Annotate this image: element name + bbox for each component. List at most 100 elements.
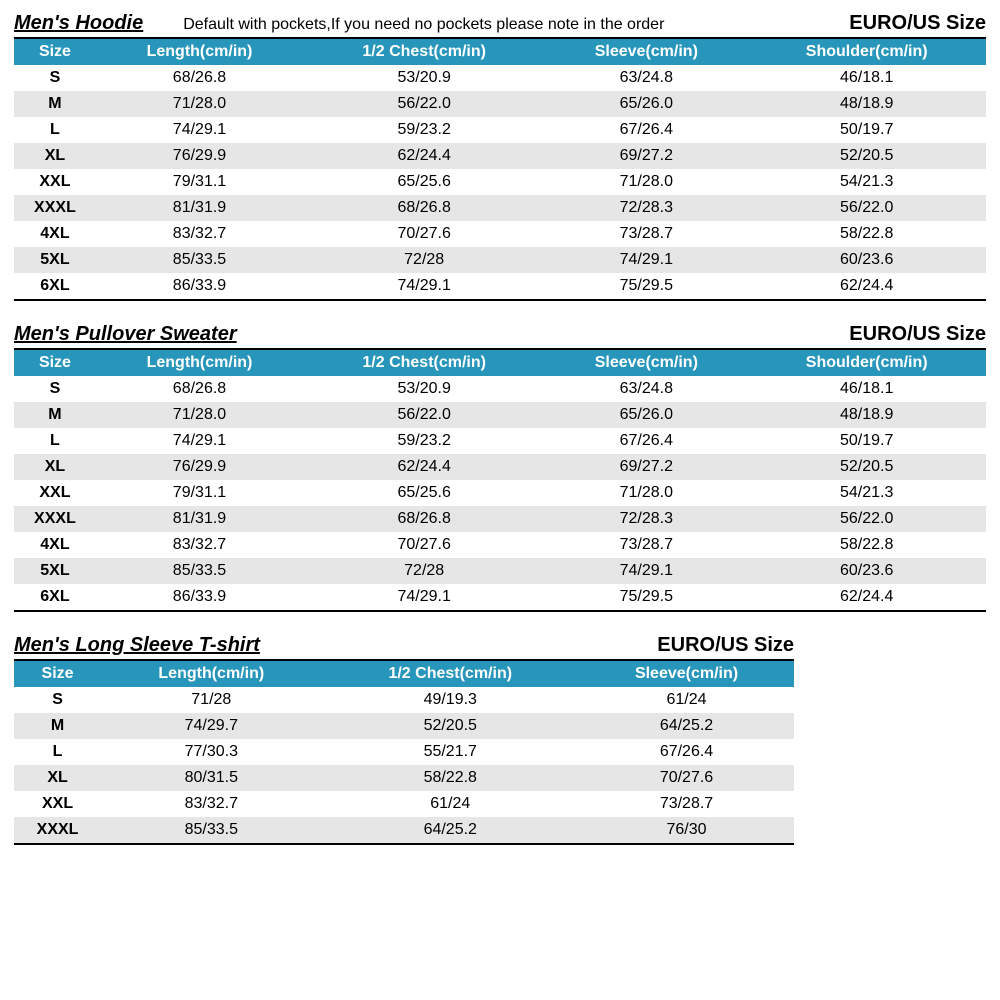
measure-cell: 75/29.5 <box>545 273 747 300</box>
measure-cell: 62/24.4 <box>747 273 986 300</box>
measure-cell: 70/27.6 <box>303 532 545 558</box>
measure-cell: 56/22.0 <box>747 195 986 221</box>
measure-cell: 53/20.9 <box>303 376 545 402</box>
size-cell: L <box>14 428 96 454</box>
column-header: Length(cm/in) <box>96 350 303 376</box>
measure-cell: 74/29.1 <box>96 117 303 143</box>
measure-cell: 72/28.3 <box>545 506 747 532</box>
measure-cell: 64/25.2 <box>321 817 579 844</box>
measure-cell: 71/28.0 <box>545 169 747 195</box>
measure-cell: 54/21.3 <box>747 480 986 506</box>
size-cell: XXXL <box>14 506 96 532</box>
size-cell: S <box>14 65 96 91</box>
table-row: S68/26.853/20.963/24.846/18.1 <box>14 65 986 91</box>
measure-cell: 46/18.1 <box>747 65 986 91</box>
size-cell: 6XL <box>14 584 96 611</box>
section-header: Men's Long Sleeve T-shirtEURO/US Size <box>14 634 794 661</box>
measure-cell: 74/29.1 <box>96 428 303 454</box>
measure-cell: 46/18.1 <box>747 376 986 402</box>
column-header: Sleeve(cm/in) <box>579 661 794 687</box>
table-row: S71/2849/19.361/24 <box>14 687 794 713</box>
table-row: 6XL86/33.974/29.175/29.562/24.4 <box>14 584 986 611</box>
column-header: 1/2 Chest(cm/in) <box>303 350 545 376</box>
table-row: S68/26.853/20.963/24.846/18.1 <box>14 376 986 402</box>
table-row: XXL79/31.165/25.671/28.054/21.3 <box>14 169 986 195</box>
column-header: Sleeve(cm/in) <box>545 350 747 376</box>
table-row: XL80/31.558/22.870/27.6 <box>14 765 794 791</box>
measure-cell: 65/25.6 <box>303 480 545 506</box>
measure-cell: 65/26.0 <box>545 402 747 428</box>
measure-cell: 60/23.6 <box>747 558 986 584</box>
measure-cell: 61/24 <box>579 687 794 713</box>
size-cell: XL <box>14 143 96 169</box>
column-header: Length(cm/in) <box>101 661 321 687</box>
measure-cell: 72/28 <box>303 558 545 584</box>
table-row: 5XL85/33.572/2874/29.160/23.6 <box>14 558 986 584</box>
measure-cell: 60/23.6 <box>747 247 986 273</box>
measure-cell: 71/28.0 <box>545 480 747 506</box>
column-header: Size <box>14 661 101 687</box>
table-row: L74/29.159/23.267/26.450/19.7 <box>14 117 986 143</box>
measure-cell: 58/22.8 <box>747 221 986 247</box>
measure-cell: 72/28.3 <box>545 195 747 221</box>
measure-cell: 86/33.9 <box>96 273 303 300</box>
section-header: Men's HoodieDefault with pockets,If you … <box>14 12 986 39</box>
table-row: L77/30.355/21.767/26.4 <box>14 739 794 765</box>
size-cell: XL <box>14 454 96 480</box>
measure-cell: 56/22.0 <box>747 506 986 532</box>
column-header: 1/2 Chest(cm/in) <box>303 39 545 65</box>
size-system-label: EURO/US Size <box>849 12 986 35</box>
measure-cell: 79/31.1 <box>96 169 303 195</box>
measure-cell: 52/20.5 <box>747 454 986 480</box>
measure-cell: 62/24.4 <box>747 584 986 611</box>
measure-cell: 65/26.0 <box>545 91 747 117</box>
measure-cell: 73/28.7 <box>545 532 747 558</box>
measure-cell: 67/26.4 <box>545 117 747 143</box>
section-header: Men's Pullover SweaterEURO/US Size <box>14 323 986 350</box>
measure-cell: 63/24.8 <box>545 65 747 91</box>
size-cell: M <box>14 91 96 117</box>
table-row: XL76/29.962/24.469/27.252/20.5 <box>14 454 986 480</box>
measure-cell: 62/24.4 <box>303 454 545 480</box>
size-cell: 6XL <box>14 273 96 300</box>
size-cell: M <box>14 713 101 739</box>
size-system-label: EURO/US Size <box>657 634 794 657</box>
size-table: SizeLength(cm/in)1/2 Chest(cm/in)Sleeve(… <box>14 39 986 301</box>
measure-cell: 85/33.5 <box>96 558 303 584</box>
measure-cell: 81/31.9 <box>96 195 303 221</box>
measure-cell: 56/22.0 <box>303 91 545 117</box>
table-row: XXL79/31.165/25.671/28.054/21.3 <box>14 480 986 506</box>
measure-cell: 54/21.3 <box>747 169 986 195</box>
measure-cell: 77/30.3 <box>101 739 321 765</box>
size-cell: XL <box>14 765 101 791</box>
table-row: 4XL83/32.770/27.673/28.758/22.8 <box>14 221 986 247</box>
table-row: M71/28.056/22.065/26.048/18.9 <box>14 402 986 428</box>
measure-cell: 71/28.0 <box>96 402 303 428</box>
column-header: Shoulder(cm/in) <box>747 350 986 376</box>
measure-cell: 76/29.9 <box>96 454 303 480</box>
measure-cell: 74/29.7 <box>101 713 321 739</box>
table-row: 4XL83/32.770/27.673/28.758/22.8 <box>14 532 986 558</box>
size-system-label: EURO/US Size <box>849 323 986 346</box>
measure-cell: 74/29.1 <box>545 247 747 273</box>
measure-cell: 83/32.7 <box>96 532 303 558</box>
measure-cell: 48/18.9 <box>747 402 986 428</box>
size-section: Men's Pullover SweaterEURO/US SizeSizeLe… <box>14 323 986 612</box>
table-row: XXXL81/31.968/26.872/28.356/22.0 <box>14 195 986 221</box>
measure-cell: 68/26.8 <box>303 195 545 221</box>
table-row: XL76/29.962/24.469/27.252/20.5 <box>14 143 986 169</box>
measure-cell: 85/33.5 <box>101 817 321 844</box>
column-header: 1/2 Chest(cm/in) <box>321 661 579 687</box>
table-row: 6XL86/33.974/29.175/29.562/24.4 <box>14 273 986 300</box>
size-cell: M <box>14 402 96 428</box>
measure-cell: 69/27.2 <box>545 454 747 480</box>
measure-cell: 64/25.2 <box>579 713 794 739</box>
measure-cell: 73/28.7 <box>579 791 794 817</box>
measure-cell: 50/19.7 <box>747 428 986 454</box>
column-header: Length(cm/in) <box>96 39 303 65</box>
measure-cell: 63/24.8 <box>545 376 747 402</box>
size-cell: 4XL <box>14 532 96 558</box>
measure-cell: 55/21.7 <box>321 739 579 765</box>
table-row: 5XL85/33.572/2874/29.160/23.6 <box>14 247 986 273</box>
measure-cell: 68/26.8 <box>96 65 303 91</box>
